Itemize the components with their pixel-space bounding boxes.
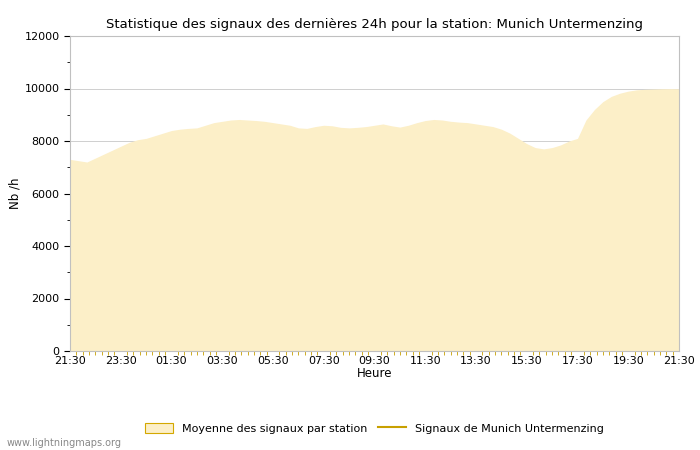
Legend: Moyenne des signaux par station, Signaux de Munich Untermenzing: Moyenne des signaux par station, Signaux… — [145, 423, 604, 434]
Y-axis label: Nb /h: Nb /h — [8, 178, 22, 209]
Text: www.lightningmaps.org: www.lightningmaps.org — [7, 438, 122, 448]
X-axis label: Heure: Heure — [357, 367, 392, 380]
Title: Statistique des signaux des dernières 24h pour la station: Munich Untermenzing: Statistique des signaux des dernières 24… — [106, 18, 643, 31]
